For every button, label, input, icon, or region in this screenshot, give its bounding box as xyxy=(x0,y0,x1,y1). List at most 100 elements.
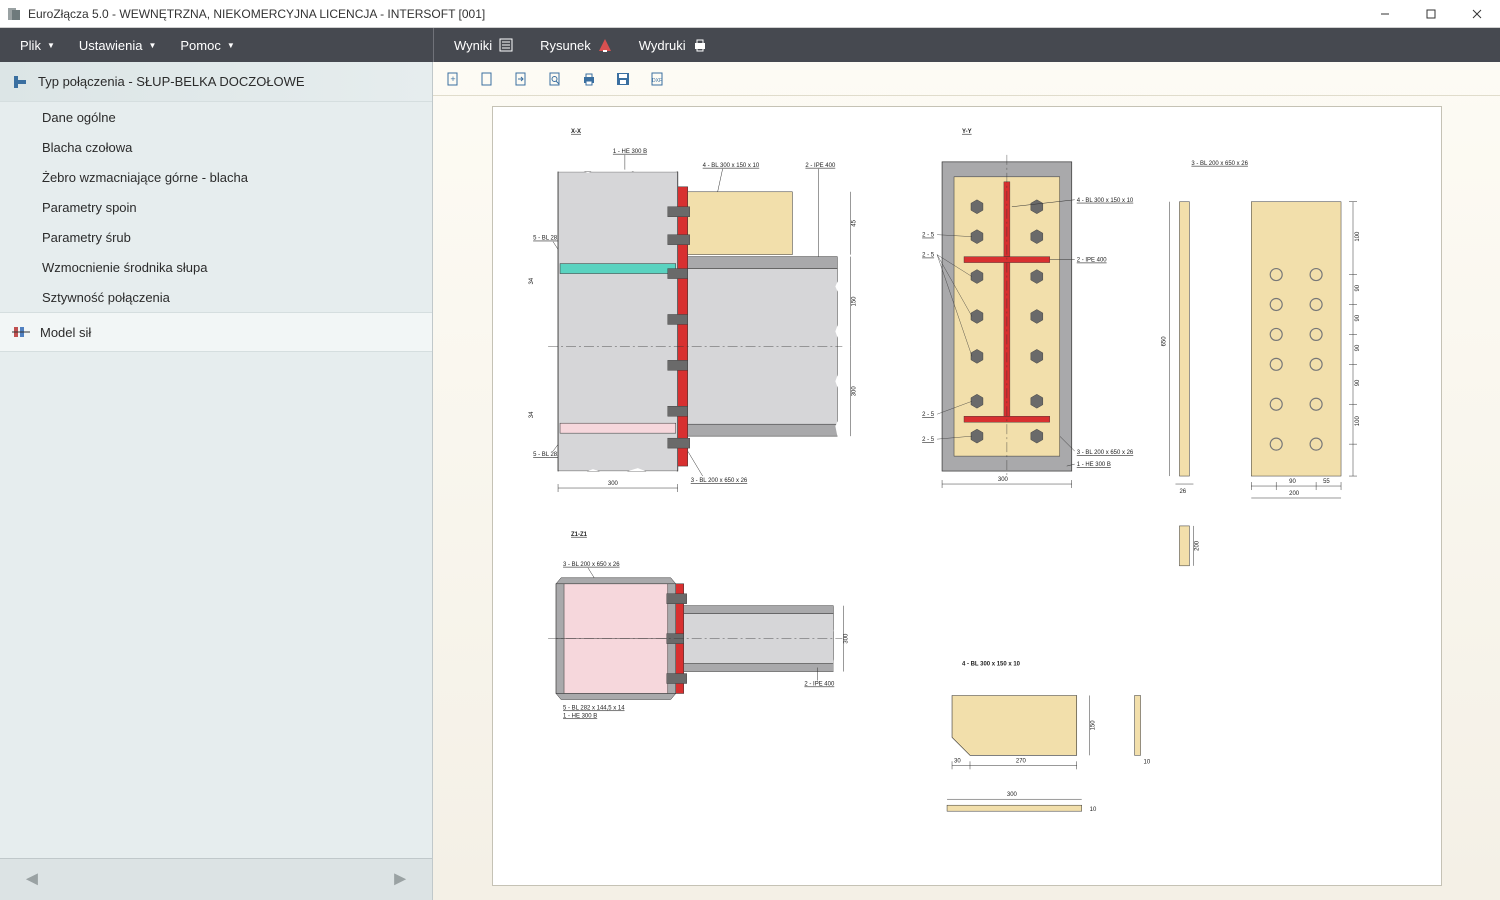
drawing-canvas: X-X 1 - HE 300 B 6 - M24 4 - BL 300 x 15… xyxy=(492,106,1442,886)
svg-text:2 - IPE 400: 2 - IPE 400 xyxy=(805,163,836,169)
svg-text:Z1-Z1: Z1-Z1 xyxy=(571,532,588,538)
connection-type-icon xyxy=(12,74,28,90)
svg-text:3 - BL 200 x 650 x 26: 3 - BL 200 x 650 x 26 xyxy=(1191,161,1248,167)
nav-prev-button[interactable]: ◄ xyxy=(22,868,42,891)
svg-text:34: 34 xyxy=(529,411,535,418)
sidebar-header-label: Typ połączenia - SŁUP-BELKA DOCZOŁOWE xyxy=(38,74,305,89)
svg-text:+: + xyxy=(450,74,455,84)
svg-text:150: 150 xyxy=(1090,720,1096,731)
sidebar-item-end-plate[interactable]: Blacha czołowa xyxy=(0,132,432,162)
svg-text:1 - HE 300 B: 1 - HE 300 B xyxy=(1076,462,1110,468)
svg-text:1 - HE 300 B: 1 - HE 300 B xyxy=(563,713,597,719)
svg-text:26: 26 xyxy=(1179,489,1186,495)
svg-text:30: 30 xyxy=(954,758,961,764)
sidebar-item-top-stiffener[interactable]: Żebro wzmacniające górne - blacha xyxy=(0,162,432,192)
caret-icon: ▼ xyxy=(148,41,156,50)
svg-text:DXF: DXF xyxy=(652,78,662,84)
drawing-area[interactable]: X-X 1 - HE 300 B 6 - M24 4 - BL 300 x 15… xyxy=(433,96,1500,900)
results-icon xyxy=(498,37,514,53)
svg-text:2 - 5: 2 - 5 xyxy=(922,437,935,443)
svg-text:34: 34 xyxy=(529,277,535,284)
svg-text:300: 300 xyxy=(843,633,849,644)
maximize-button[interactable] xyxy=(1408,0,1454,28)
window-title: EuroZłącza 5.0 - WEWNĘTRZNA, NIEKOMERCYJ… xyxy=(28,7,485,21)
svg-text:2 - 5: 2 - 5 xyxy=(922,412,935,418)
svg-text:2 - IPE 400: 2 - IPE 400 xyxy=(1076,258,1107,264)
svg-text:10: 10 xyxy=(1089,807,1096,813)
content-toolbar: + DXF xyxy=(433,62,1500,96)
window-controls xyxy=(1362,0,1500,28)
app-icon xyxy=(6,6,22,22)
sidebar-item-general[interactable]: Dane ogólne xyxy=(0,102,432,132)
sidebar-fill xyxy=(0,352,432,858)
svg-text:300: 300 xyxy=(607,481,618,487)
svg-text:200: 200 xyxy=(1289,491,1300,497)
svg-text:3 - BL 200 x 650 x 26: 3 - BL 200 x 650 x 26 xyxy=(1076,450,1133,456)
svg-text:150: 150 xyxy=(851,296,857,307)
file-arrow-icon[interactable] xyxy=(513,71,529,87)
svg-text:4 - BL 300 x 150 x 10: 4 - BL 300 x 150 x 10 xyxy=(962,662,1021,668)
menu-file[interactable]: Plik▼ xyxy=(12,34,63,57)
menubar-right: Wyniki Rysunek Wydruki xyxy=(433,28,1500,62)
nav-next-button[interactable]: ► xyxy=(390,868,410,891)
caret-icon: ▼ xyxy=(47,41,55,50)
sidebar-header-connection-type[interactable]: Typ połączenia - SŁUP-BELKA DOCZOŁOWE xyxy=(0,62,432,102)
svg-text:90: 90 xyxy=(1354,379,1360,386)
sidebar-header-forces[interactable]: Model sił xyxy=(0,312,432,352)
file-icon[interactable] xyxy=(479,71,495,87)
drawing-svg: X-X 1 - HE 300 B 6 - M24 4 - BL 300 x 15… xyxy=(493,107,1441,885)
svg-text:100: 100 xyxy=(1354,231,1360,242)
close-button[interactable] xyxy=(1454,0,1500,28)
menu-drawing[interactable]: Rysunek xyxy=(532,33,621,57)
svg-text:5 - BL 282 x 144,5 x 14: 5 - BL 282 x 144,5 x 14 xyxy=(563,705,625,711)
svg-text:90: 90 xyxy=(1354,314,1360,321)
titlebar-left: EuroZłącza 5.0 - WEWNĘTRZNA, NIEKOMERCYJ… xyxy=(0,6,485,22)
svg-text:650: 650 xyxy=(1161,336,1167,347)
preview-icon[interactable] xyxy=(547,71,563,87)
print-icon xyxy=(692,37,708,53)
svg-text:2 - 5: 2 - 5 xyxy=(922,253,935,259)
menu-results[interactable]: Wyniki xyxy=(446,33,522,57)
svg-text:300: 300 xyxy=(1006,792,1017,798)
svg-text:100: 100 xyxy=(1354,416,1360,427)
forces-icon xyxy=(12,325,30,339)
main: Typ połączenia - SŁUP-BELKA DOCZOŁOWE Da… xyxy=(0,62,1500,900)
sidebar: Typ połączenia - SŁUP-BELKA DOCZOŁOWE Da… xyxy=(0,62,433,900)
svg-text:3 - BL 200 x 650 x 26: 3 - BL 200 x 650 x 26 xyxy=(690,478,747,484)
menu-settings[interactable]: Ustawienia▼ xyxy=(71,34,165,57)
menu-help[interactable]: Pomoc▼ xyxy=(172,34,242,57)
print-icon[interactable] xyxy=(581,71,597,87)
drawing-icon xyxy=(597,37,613,53)
svg-text:10: 10 xyxy=(1143,759,1150,765)
title-bar: EuroZłącza 5.0 - WEWNĘTRZNA, NIEKOMERCYJ… xyxy=(0,0,1500,28)
svg-text:300: 300 xyxy=(997,477,1008,483)
svg-text:4 - BL 300 x 150 x 10: 4 - BL 300 x 150 x 10 xyxy=(1076,198,1133,204)
svg-text:2 - 5: 2 - 5 xyxy=(922,233,935,239)
svg-text:90: 90 xyxy=(1354,284,1360,291)
svg-text:3 - BL 200 x 650 x 26: 3 - BL 200 x 650 x 26 xyxy=(563,562,620,568)
svg-text:1 - HE 300 B: 1 - HE 300 B xyxy=(612,149,646,155)
svg-text:200: 200 xyxy=(1194,540,1200,551)
svg-text:90: 90 xyxy=(1354,344,1360,351)
sidebar-item-welds[interactable]: Parametry spoin xyxy=(0,192,432,222)
svg-text:X-X: X-X xyxy=(571,129,581,135)
svg-text:45: 45 xyxy=(851,219,857,226)
sidebar-sub-label: Model sił xyxy=(40,325,91,340)
new-file-icon[interactable]: + xyxy=(445,71,461,87)
menu-printouts[interactable]: Wydruki xyxy=(631,33,716,57)
svg-text:4 - BL 300 x 150 x 10: 4 - BL 300 x 150 x 10 xyxy=(702,163,759,169)
svg-text:Y-Y: Y-Y xyxy=(962,129,972,135)
svg-text:90: 90 xyxy=(1289,479,1296,485)
menubar-row: Plik▼ Ustawienia▼ Pomoc▼ Wyniki Rysunek … xyxy=(0,28,1500,62)
sidebar-item-web-stiffener[interactable]: Wzmocnienie środnika słupa xyxy=(0,252,432,282)
svg-text:300: 300 xyxy=(851,386,857,397)
caret-icon: ▼ xyxy=(227,41,235,50)
sidebar-item-bolts[interactable]: Parametry śrub xyxy=(0,222,432,252)
dxf-icon[interactable]: DXF xyxy=(649,71,665,87)
content: + DXF X-X 1 - HE 300 B 6 - M24 4 - BL 30… xyxy=(433,62,1500,900)
menubar-left: Plik▼ Ustawienia▼ Pomoc▼ xyxy=(0,28,433,62)
sidebar-item-stiffness[interactable]: Sztywność połączenia xyxy=(0,282,432,312)
save-icon[interactable] xyxy=(615,71,631,87)
svg-text:270: 270 xyxy=(1015,758,1026,764)
minimize-button[interactable] xyxy=(1362,0,1408,28)
